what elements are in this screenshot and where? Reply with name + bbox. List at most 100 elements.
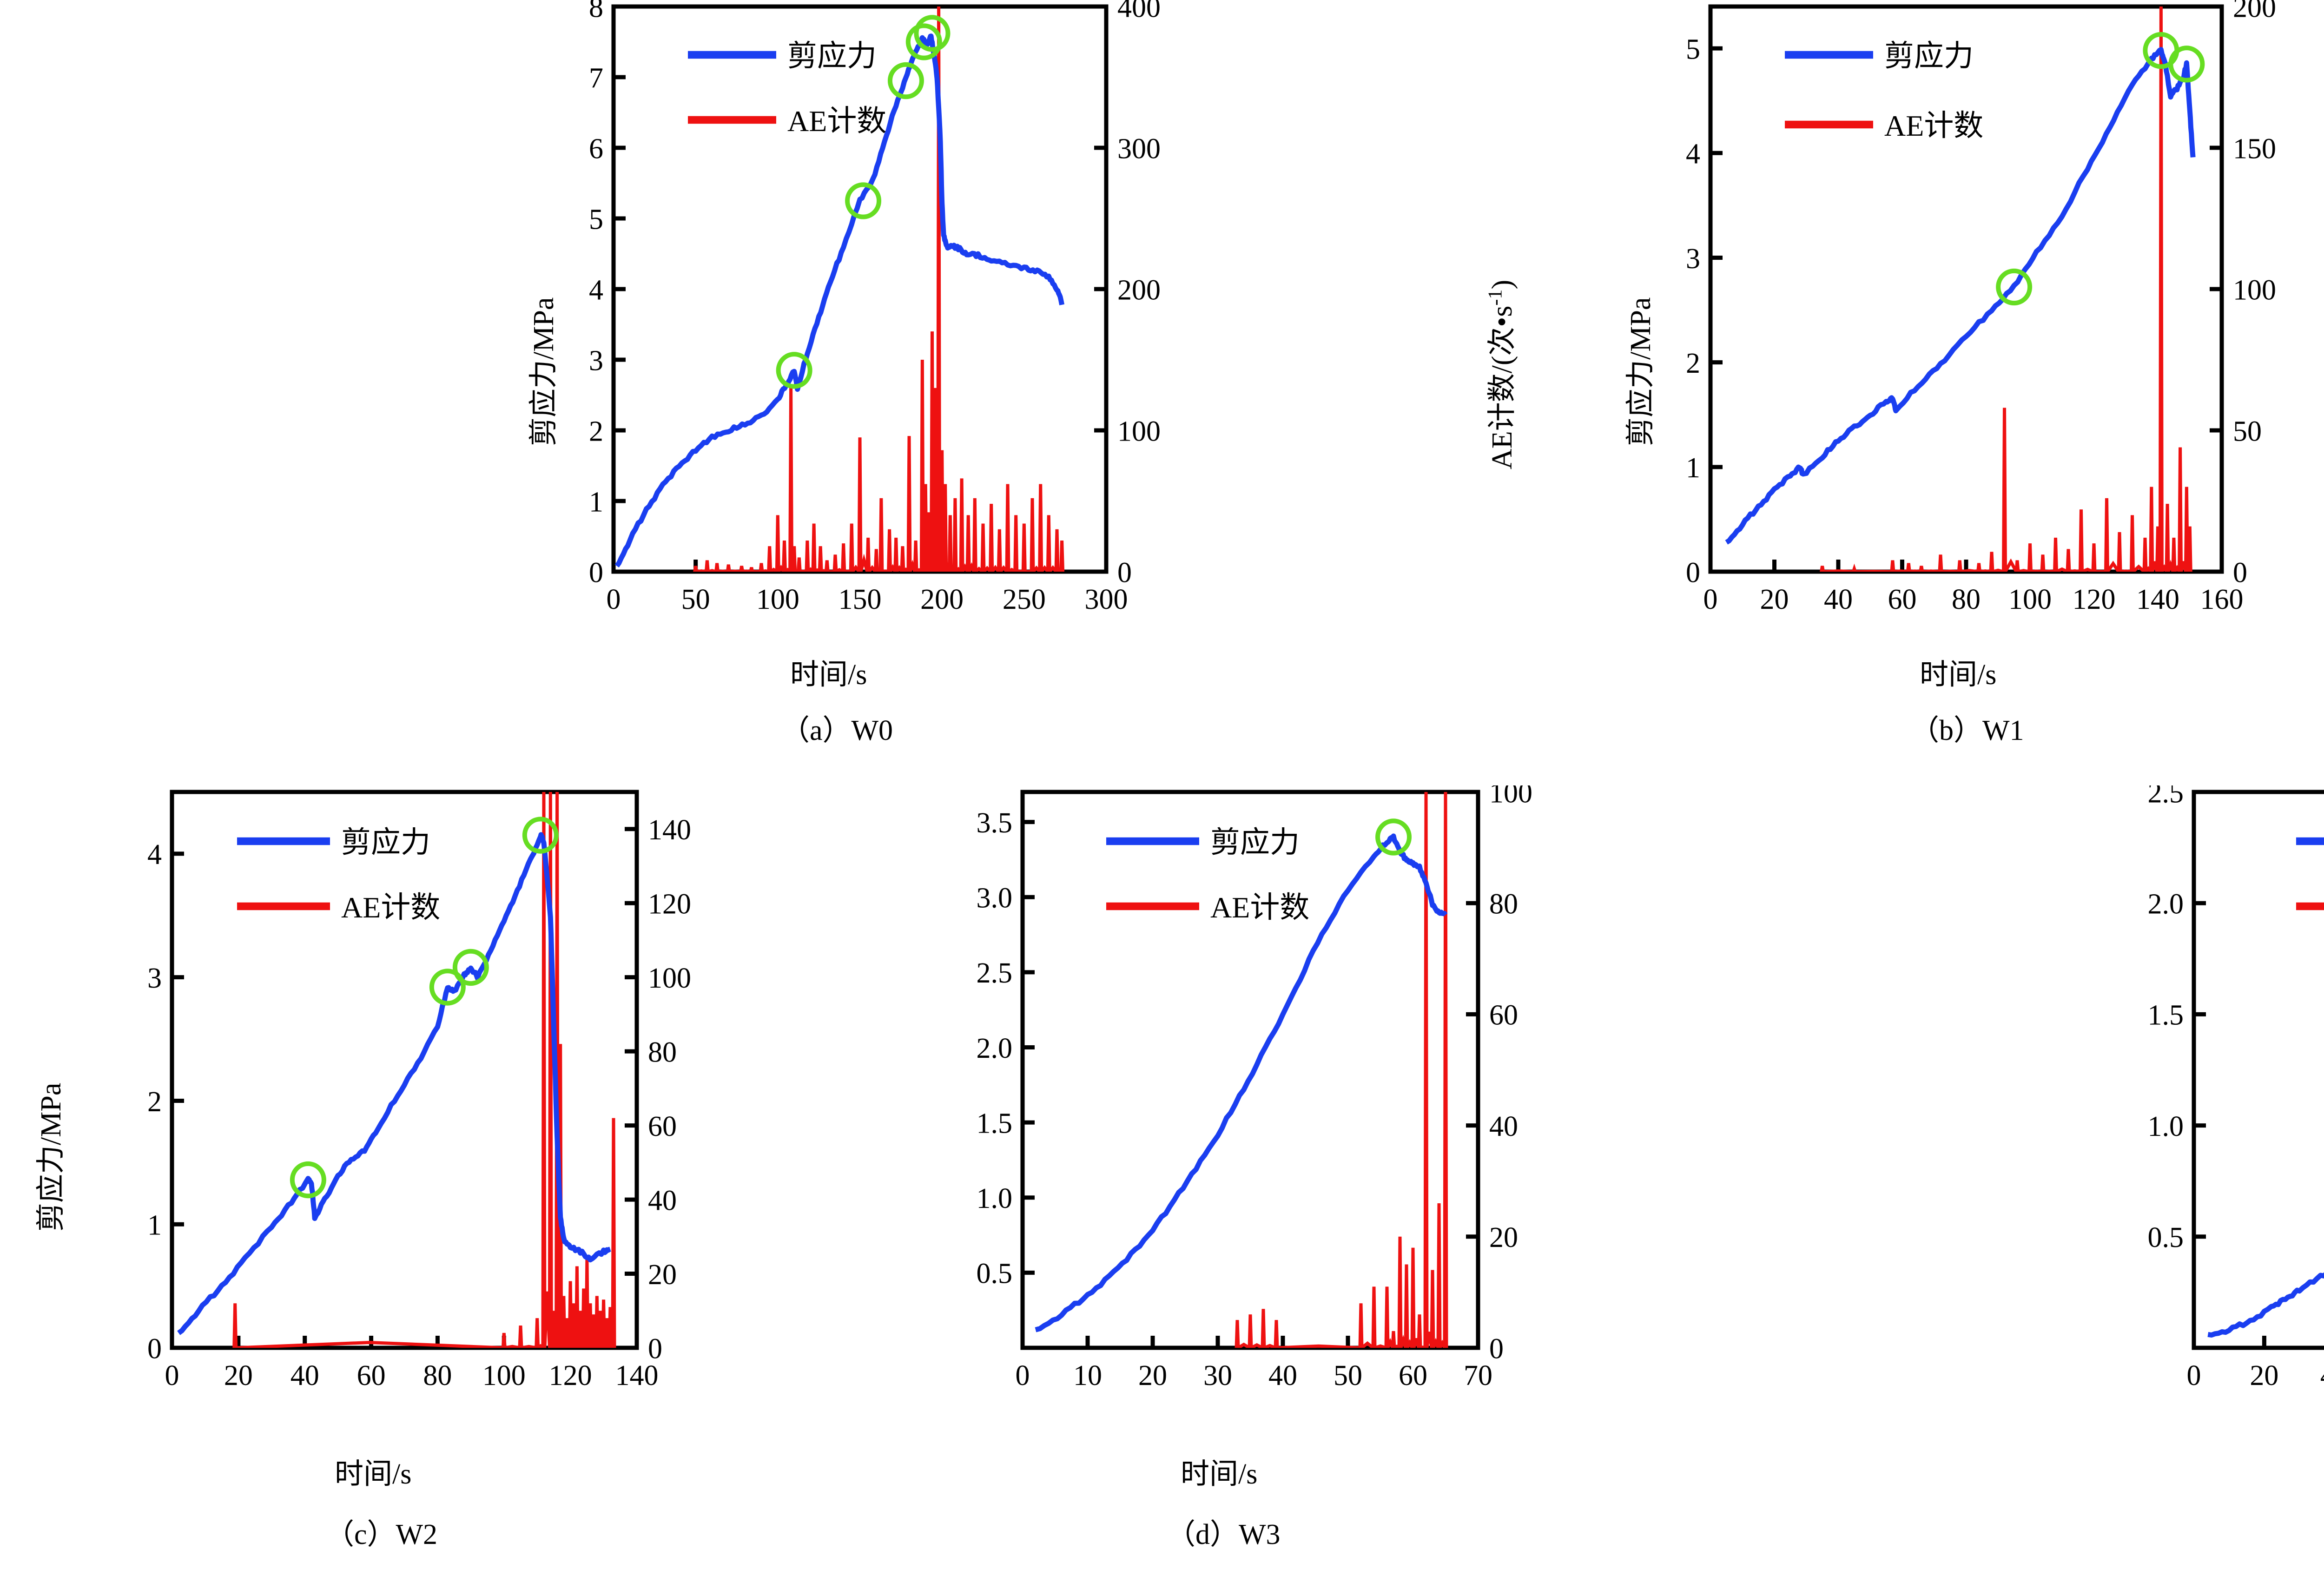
y-left-tick-label: 6 <box>589 133 603 165</box>
x-tick-label: 100 <box>756 584 799 615</box>
stress-drop-marker <box>1375 818 1412 856</box>
stress-drop-marker <box>914 15 951 52</box>
y-right-tick-label: 100 <box>648 963 691 994</box>
shear-stress-series <box>1725 47 2196 545</box>
legend-ae-label: AE计数 <box>1210 891 1309 924</box>
x-tick-label: 0 <box>2187 1360 2201 1392</box>
x-tick-label: 60 <box>1399 1360 1427 1392</box>
panel-b-caption: （b）W1 <box>1910 715 2024 746</box>
legend-ae-label: AE计数 <box>787 105 886 138</box>
y-left-tick-label: 0.5 <box>2148 1222 2184 1253</box>
x-tick-label: 0 <box>1016 1360 1030 1392</box>
y-left-tick-label: 4 <box>1686 138 1700 170</box>
panel-a-svg: 0 50 100 150 200 250 3000123456780100200300400… <box>589 0 1161 615</box>
y-left-tick-label: 4 <box>147 839 162 871</box>
x-tick-label: 250 <box>1003 584 1046 615</box>
x-tick-label: 0 <box>165 1360 179 1392</box>
stress-drop-marker <box>429 969 466 1006</box>
legend-ae-label: AE计数 <box>341 891 440 924</box>
y-right-tick-label: 60 <box>1489 1000 1518 1031</box>
x-tick-label: 70 <box>1464 1360 1492 1392</box>
x-tick-label: 60 <box>357 1360 386 1392</box>
y-right-tick-label: 100 <box>1117 415 1161 447</box>
x-tick-label: 300 <box>1085 584 1128 615</box>
y-right-tick-label: 60 <box>648 1111 677 1142</box>
y-right-tick-label: 40 <box>648 1185 677 1216</box>
y-left-tick-label: 0.5 <box>977 1258 1013 1290</box>
y-left-tick-label: 0 <box>147 1333 162 1365</box>
panel-b-x-title: 时间/s <box>1920 659 1997 691</box>
plot-frame <box>2192 790 2324 1350</box>
plot-frame <box>170 790 639 1350</box>
y-right-tick-label: 20 <box>1489 1222 1518 1253</box>
panel-e-svg: 0204060801001201400.51.01.52.02.50246810… <box>2148 785 2324 1392</box>
y-right-tick-label: 200 <box>2233 0 2276 23</box>
y-left-tick-label: 1.0 <box>2148 1111 2184 1142</box>
stress-drop-marker <box>887 62 924 99</box>
panel-c-y-left-title: 剪应力/MPa <box>35 1082 67 1232</box>
shear-stress-series <box>2207 1272 2324 1338</box>
y-left-tick-label: 3 <box>147 963 162 994</box>
panel-c-svg: 0 20 40 60 80 100 120 1400123402040608010012014… <box>147 790 691 1392</box>
y-right-tick-label: 150 <box>2233 133 2276 165</box>
y-right-tick-label: 80 <box>648 1036 677 1068</box>
y-left-tick-label: 3 <box>589 345 603 376</box>
x-tick-label: 10 <box>1073 1360 1102 1392</box>
y-left-tick-label: 7 <box>589 62 603 94</box>
x-tick-label: 60 <box>1888 584 1917 615</box>
y-left-tick-label: 1.5 <box>2148 1000 2184 1031</box>
legend-stress-label: 剪应力 <box>1884 40 1974 73</box>
y-right-tick-label: 400 <box>1117 0 1161 23</box>
y-left-tick-label: 2.5 <box>2148 785 2184 809</box>
ae-count-series <box>1235 792 1448 1348</box>
y-left-tick-label: 8 <box>589 0 603 23</box>
stress-drop-marker <box>905 23 942 60</box>
x-tick-label: 140 <box>2136 584 2179 615</box>
y-left-tick-label: 3.5 <box>977 807 1013 839</box>
plot-frame <box>1020 790 1480 1350</box>
y-right-tick-label: 20 <box>648 1259 677 1291</box>
panel-d-svg: 0 10 20 30 40 50 60 70 0.5 1.0 1.5 2.0 2.5 3.0 3.5 0 20 4… <box>977 785 1533 1392</box>
y-left-tick-label: 1 <box>589 486 603 518</box>
ae-axis-text: AE计数/(次•s-1) <box>1484 279 1518 469</box>
stress-drop-marker <box>2168 46 2205 83</box>
panel-d-w3: 0 10 20 30 40 50 60 70 0.5 1.0 1.5 2.0 2.5 3.0 3.5 0 20 4… <box>883 785 1608 1436</box>
x-tick-label: 120 <box>2073 584 2116 615</box>
x-tick-label: 80 <box>423 1360 452 1392</box>
panel-a-y-right-title: AE计数/(次•s-1) <box>1478 280 1520 469</box>
legend-ae-label: AE计数 <box>1884 109 1983 142</box>
y-left-tick-label: 3 <box>1686 243 1700 275</box>
y-left-tick-label: 1.0 <box>977 1183 1013 1214</box>
shear-stress-series <box>1035 833 1448 1332</box>
panel-a-y-left-title: 剪应力/MPa <box>528 297 560 446</box>
panel-b-y-left-title: 剪应力/MPa <box>1625 297 1657 446</box>
y-right-tick-label: 100 <box>2233 274 2276 306</box>
x-tick-label: 20 <box>2250 1360 2278 1392</box>
x-tick-label: 0 <box>607 584 621 615</box>
panel-c-x-title: 时间/s <box>335 1458 412 1490</box>
y-left-tick-label: 5 <box>1686 33 1700 65</box>
panel-a-w0: 0 50 100 150 200 250 300 0 1 2 3 4 5 6 7 8 0 100 200 300 400… <box>493 0 1246 651</box>
panel-d-x-title: 时间/s <box>1181 1458 1258 1490</box>
y-right-tick-label: 100 <box>1489 785 1532 809</box>
legend-stress-label: 剪应力 <box>341 826 430 859</box>
y-right-tick-label: 0 <box>1489 1333 1504 1365</box>
x-tick-label: 30 <box>1203 1360 1232 1392</box>
x-tick-label: 80 <box>1952 584 1981 615</box>
panel-a-x-title: 时间/s <box>790 659 867 691</box>
stress-drop-marker <box>776 352 812 389</box>
y-left-tick-label: 1 <box>1686 452 1700 484</box>
panel-d-caption: （d）W3 <box>1167 1519 1281 1550</box>
shear-stress-series <box>177 832 612 1335</box>
y-left-tick-label: 2.0 <box>977 1033 1013 1064</box>
y-right-tick-label: 0 <box>2233 557 2247 588</box>
y-left-tick-label: 2.0 <box>2148 889 2184 920</box>
stress-drop-marker <box>290 1161 326 1199</box>
y-left-tick-label: 1.5 <box>977 1108 1013 1139</box>
plot-frame <box>1708 4 2224 574</box>
x-tick-label: 50 <box>1334 1360 1362 1392</box>
panel-b-w1: 0 20 40 60 80 100 120 140 160 0 1 2 3 4 5 0 50 100 150 200 剪… <box>1590 0 2324 651</box>
y-right-tick-label: 80 <box>1489 889 1518 920</box>
y-right-tick-label: 120 <box>648 889 691 920</box>
